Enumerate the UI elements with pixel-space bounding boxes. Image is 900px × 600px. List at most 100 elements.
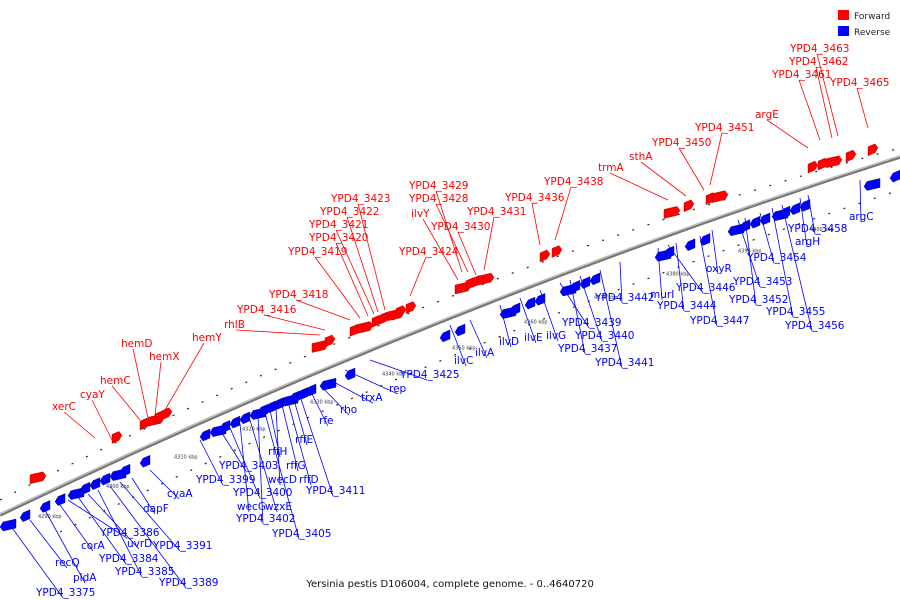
forward-gene-label-26[interactable]: argE	[755, 109, 779, 121]
forward-gene-arrow-28[interactable]	[845, 149, 857, 163]
reverse-gene-arrow-17[interactable]	[257, 403, 269, 417]
reverse-gene-label-22[interactable]: rffD	[299, 474, 319, 486]
forward-gene-label-11[interactable]: YPD4_3421	[308, 219, 368, 231]
reverse-gene-label-50[interactable]: argH	[795, 236, 820, 248]
reverse-gene-arrow-35[interactable]	[589, 272, 601, 286]
reverse-gene-label-29[interactable]: YPD4_3425	[399, 369, 459, 381]
reverse-gene-label-45[interactable]: YPD4_3453	[732, 276, 792, 288]
reverse-gene-label-5[interactable]: YPD4_3384	[98, 553, 159, 565]
forward-gene-label-29[interactable]: YPD4_3463	[789, 43, 849, 55]
reverse-gene-label-47[interactable]: YPD4_3454	[746, 252, 807, 264]
reverse-gene-arrow-37[interactable]	[663, 245, 675, 259]
reverse-gene-label-36[interactable]: YPD4_3437	[557, 343, 617, 355]
reverse-gene-arrow-29[interactable]	[509, 302, 521, 316]
forward-gene-label-19[interactable]: YPD4_3431	[466, 206, 526, 218]
reverse-gene-label-25[interactable]: rfe	[319, 415, 333, 427]
reverse-gene-arrow-13[interactable]	[219, 420, 231, 433]
forward-gene-label-0[interactable]: cyaY	[80, 389, 105, 401]
forward-gene-arrow-6[interactable]	[311, 340, 329, 353]
reverse-gene-label-13[interactable]: YPD4_3403	[218, 460, 278, 472]
reverse-gene-label-16[interactable]: wzxE	[265, 501, 292, 513]
reverse-gene-arrow-43[interactable]	[759, 212, 771, 226]
reverse-gene-label-35[interactable]: YPD4_3439	[561, 317, 621, 329]
reverse-gene-label-39[interactable]: YPD4_3442	[594, 292, 654, 304]
reverse-gene-label-6[interactable]: uvrD	[127, 538, 152, 550]
forward-gene-label-5[interactable]: hemY	[192, 332, 222, 344]
forward-gene-label-22[interactable]: trmA	[598, 162, 624, 174]
forward-gene-arrow-25[interactable]	[807, 160, 819, 174]
reverse-gene-arrow-39[interactable]	[699, 233, 711, 246]
reverse-gene-label-21[interactable]: rffG	[286, 460, 306, 472]
reverse-gene-arrow-46[interactable]	[789, 202, 801, 215]
reverse-gene-label-34[interactable]: ilvG	[546, 330, 566, 342]
reverse-gene-label-40[interactable]: murI	[650, 289, 674, 301]
reverse-gene-label-46[interactable]: YPD4_3452	[728, 294, 788, 306]
reverse-gene-label-41[interactable]: YPD4_3446	[675, 282, 736, 294]
forward-gene-arrow-7[interactable]	[324, 334, 336, 348]
reverse-gene-arrow-7[interactable]	[99, 472, 111, 486]
reverse-gene-arrow-4[interactable]	[67, 487, 85, 500]
forward-gene-label-10[interactable]: YPD4_3420	[308, 232, 368, 244]
forward-gene-label-9[interactable]: YPD4_3419	[287, 246, 347, 258]
reverse-gene-arrow-41[interactable]	[739, 219, 751, 232]
reverse-gene-label-26[interactable]: rho	[340, 404, 357, 416]
reverse-gene-label-24[interactable]: YPD4_3411	[305, 485, 365, 497]
reverse-gene-label-48[interactable]: YPD4_3455	[765, 306, 825, 318]
forward-gene-label-24[interactable]: YPD4_3450	[651, 137, 711, 149]
reverse-gene-arrow-48[interactable]	[863, 178, 881, 191]
forward-gene-label-1[interactable]: xerC	[52, 401, 76, 413]
forward-gene-label-16[interactable]: YPD4_3429	[408, 180, 468, 192]
reverse-gene-arrow-24[interactable]	[319, 378, 337, 391]
reverse-gene-label-8[interactable]: YPD4_3389	[158, 577, 218, 589]
reverse-gene-arrow-9[interactable]	[119, 463, 131, 477]
reverse-gene-label-31[interactable]: ilvA	[475, 347, 495, 359]
reverse-gene-arrow-11[interactable]	[199, 428, 211, 442]
reverse-gene-label-12[interactable]: YPD4_3399	[195, 474, 255, 486]
reverse-gene-label-15[interactable]: wecG	[237, 501, 266, 513]
reverse-gene-label-9[interactable]: YPD4_3391	[152, 540, 212, 552]
forward-gene-label-25[interactable]: YPD4_3451	[694, 122, 754, 134]
reverse-gene-arrow-10[interactable]	[139, 455, 151, 468]
reverse-gene-label-2[interactable]: pldA	[73, 572, 97, 584]
reverse-gene-arrow-0[interactable]	[0, 518, 17, 532]
forward-gene-label-23[interactable]: sthA	[629, 151, 653, 163]
reverse-gene-label-20[interactable]: wecD	[268, 474, 297, 486]
reverse-gene-label-10[interactable]: dapF	[143, 503, 169, 515]
forward-gene-label-21[interactable]: YPD4_3438	[543, 176, 603, 188]
reverse-gene-label-37[interactable]: YPD4_3440	[574, 330, 634, 342]
reverse-gene-arrow-42[interactable]	[749, 215, 761, 229]
forward-gene-arrow-24[interactable]	[711, 190, 729, 203]
reverse-gene-arrow-5[interactable]	[79, 481, 91, 495]
reverse-gene-label-28[interactable]: rep	[389, 383, 407, 395]
reverse-gene-label-49[interactable]: YPD4_3456	[784, 320, 845, 332]
forward-gene-arrow-1[interactable]	[111, 431, 123, 444]
forward-gene-arrow-29[interactable]	[867, 143, 879, 157]
forward-gene-arrow-19[interactable]	[539, 249, 551, 263]
reverse-gene-label-30[interactable]: ilvC	[454, 355, 473, 367]
forward-gene-label-30[interactable]: YPD4_3465	[829, 77, 889, 89]
reverse-gene-arrow-47[interactable]	[799, 199, 811, 212]
forward-gene-label-15[interactable]: ilvY	[411, 208, 430, 220]
reverse-gene-arrow-31[interactable]	[534, 293, 546, 306]
forward-gene-arrow-14[interactable]	[405, 301, 417, 314]
forward-gene-label-27[interactable]: YPD4_3461	[771, 69, 831, 81]
forward-gene-arrow-0[interactable]	[29, 471, 47, 485]
reverse-gene-arrow-38[interactable]	[684, 238, 696, 251]
reverse-gene-label-17[interactable]: YPD4_3402	[235, 513, 295, 525]
forward-gene-label-18[interactable]: YPD4_3430	[430, 221, 490, 233]
reverse-gene-arrow-18[interactable]	[265, 400, 277, 414]
reverse-gene-arrow-49[interactable]	[889, 169, 900, 183]
reverse-gene-arrow-21[interactable]	[289, 390, 301, 403]
forward-gene-label-17[interactable]: YPD4_3428	[408, 193, 468, 205]
reverse-gene-label-52[interactable]: argC	[849, 211, 874, 223]
reverse-gene-arrow-22[interactable]	[297, 387, 309, 400]
reverse-gene-arrow-45[interactable]	[779, 205, 791, 219]
reverse-gene-arrow-1[interactable]	[19, 509, 31, 522]
reverse-gene-label-7[interactable]: YPD4_3385	[114, 566, 174, 578]
reverse-gene-arrow-23[interactable]	[305, 383, 317, 397]
forward-gene-arrow-22[interactable]	[683, 199, 695, 213]
forward-gene-label-14[interactable]: YPD4_3424	[398, 246, 459, 258]
reverse-gene-label-32[interactable]: ilvD	[499, 336, 519, 348]
reverse-gene-arrow-15[interactable]	[239, 411, 251, 425]
reverse-gene-arrow-30[interactable]	[524, 296, 536, 310]
